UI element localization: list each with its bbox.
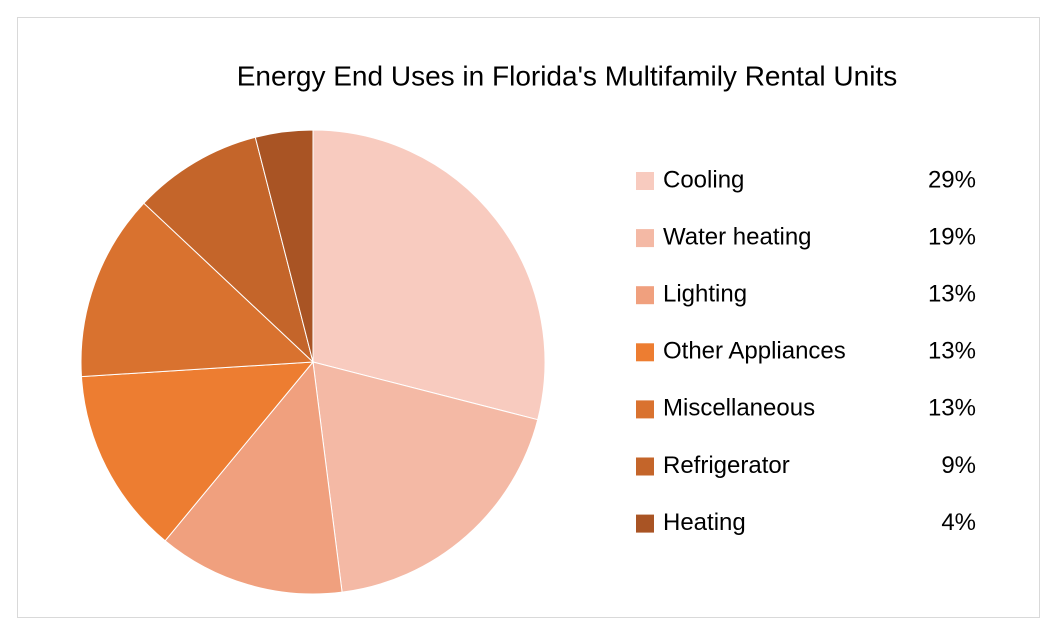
legend-label: Other Appliances xyxy=(663,338,846,365)
legend-label: Refrigerator xyxy=(663,452,790,479)
legend-label: Heating xyxy=(663,509,746,536)
legend-value: 13% xyxy=(928,395,976,422)
pie-slice xyxy=(80,202,315,378)
legend-label: Lighting xyxy=(663,281,747,308)
pie-slice xyxy=(80,361,315,542)
legend-label: Miscellaneous xyxy=(663,395,815,422)
legend-value: 13% xyxy=(928,338,976,365)
legend-label: Cooling xyxy=(663,166,744,193)
pie-slice xyxy=(312,361,539,593)
legend-value: 29% xyxy=(928,166,976,193)
legend-swatch xyxy=(636,400,654,419)
pie-slice xyxy=(143,136,314,364)
legend-value: 19% xyxy=(928,223,976,250)
legend-swatch xyxy=(636,514,654,533)
legend-label: Water heating xyxy=(663,223,812,250)
pie-slice xyxy=(164,360,343,595)
legend-value: 13% xyxy=(928,281,976,308)
pie-slice xyxy=(254,129,314,363)
legend-value: 9% xyxy=(941,452,976,479)
legend-swatch xyxy=(636,343,654,362)
legend-value: 4% xyxy=(941,509,976,536)
chart-title: Energy End Uses in Florida's Multifamily… xyxy=(237,60,897,91)
legend-swatch xyxy=(636,229,654,248)
legend-swatch xyxy=(636,172,654,190)
legend-swatch xyxy=(636,457,654,476)
pie-slice xyxy=(312,129,546,421)
legend-swatch xyxy=(636,286,654,305)
